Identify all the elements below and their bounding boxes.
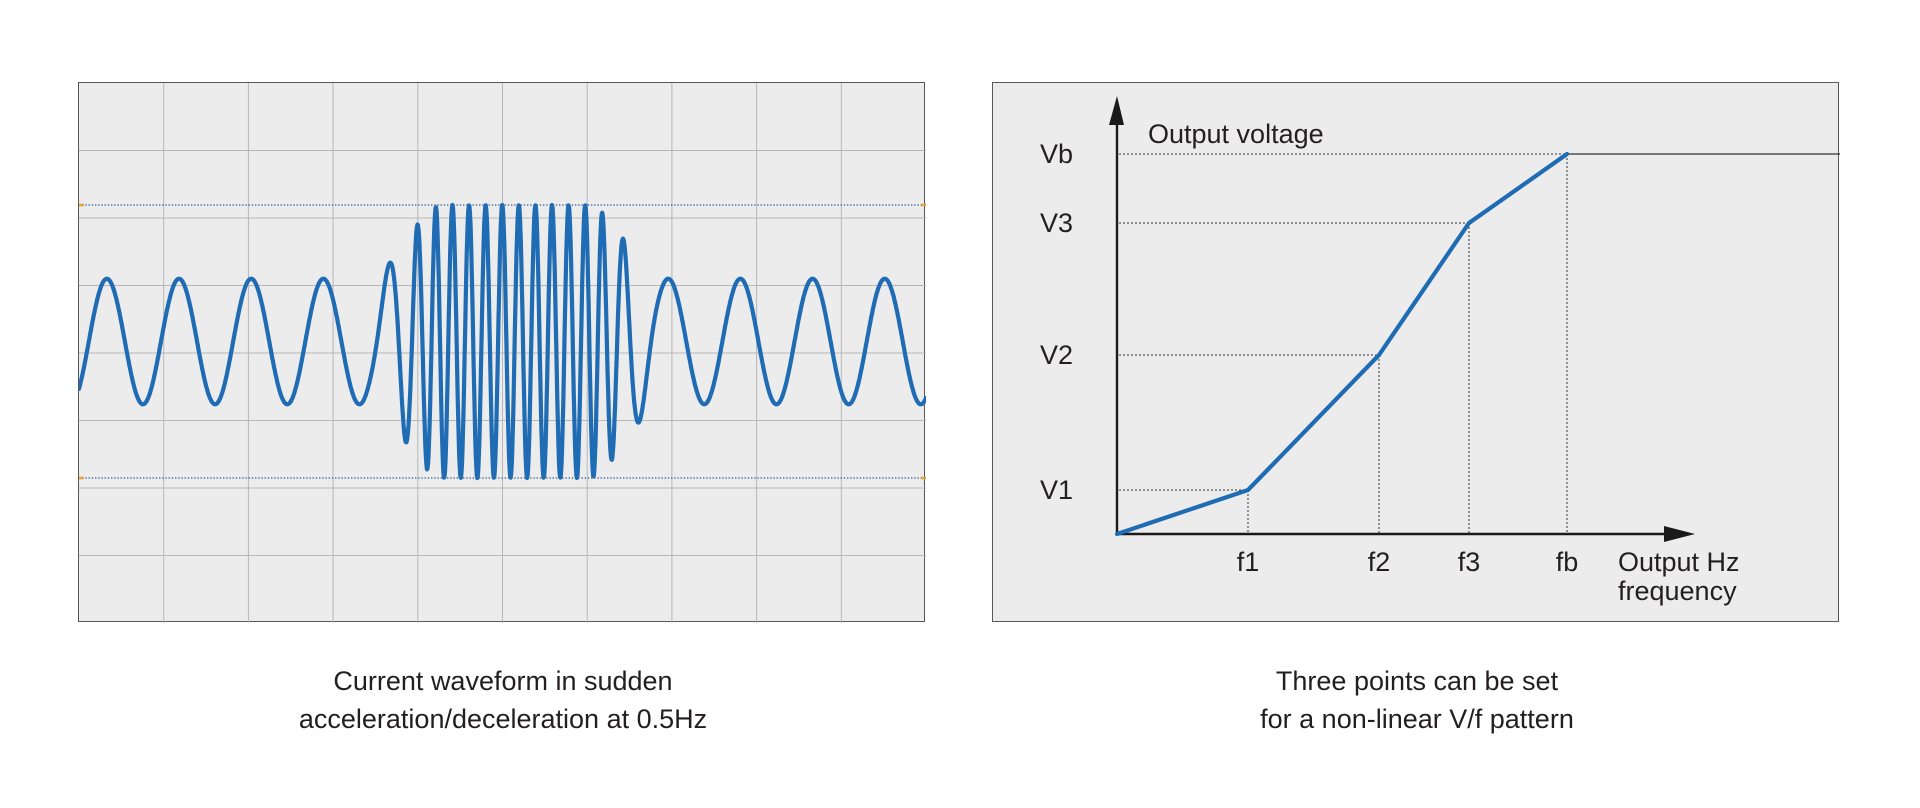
svg-text:V2: V2 [1040, 340, 1073, 370]
svg-text:f3: f3 [1458, 547, 1481, 577]
svg-text:fb: fb [1556, 547, 1579, 577]
svg-text:V1: V1 [1040, 475, 1073, 505]
svg-text:Output voltage: Output voltage [1148, 119, 1324, 149]
svg-text:f1: f1 [1237, 547, 1260, 577]
svg-text:Output Hz: Output Hz [1618, 547, 1740, 577]
svg-text:Vb: Vb [1040, 139, 1073, 169]
svg-text:frequency: frequency [1618, 576, 1737, 606]
svg-text:V3: V3 [1040, 208, 1073, 238]
svg-text:f2: f2 [1368, 547, 1391, 577]
